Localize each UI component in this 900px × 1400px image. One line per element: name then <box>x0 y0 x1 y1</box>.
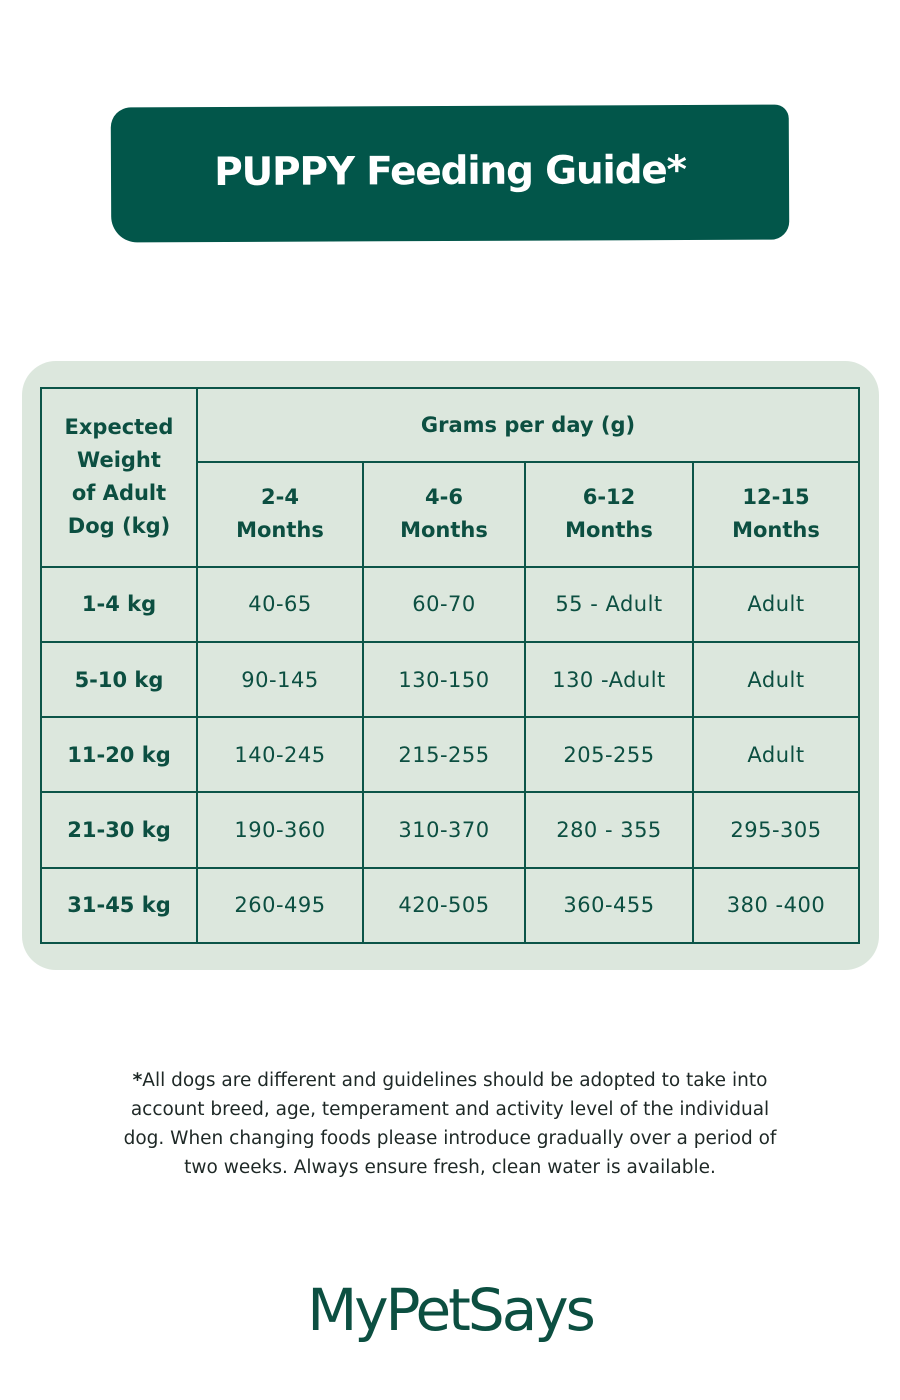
footnote-line: two weeks. Always ensure fresh, clean wa… <box>184 1157 716 1178</box>
grams-cell: 55 - Adult <box>524 565 694 643</box>
weight-header-line: Dog (kg) <box>67 514 171 539</box>
weight-header-line: Weight <box>77 448 161 473</box>
age-column-header: 6-12 Months <box>524 461 694 568</box>
weight-column-header: Expected Weight of Adult Dog (kg) <box>40 387 198 568</box>
grams-cell: 205-255 <box>524 716 694 794</box>
footnote-line: account breed, age, temperament and acti… <box>130 1099 770 1120</box>
grams-cell: 260-495 <box>196 866 364 945</box>
grams-cell: 420-505 <box>362 866 526 945</box>
brand-logo: MyPetSays <box>307 1276 596 1344</box>
grams-cell: 90-145 <box>196 640 364 719</box>
grams-cell: Adult <box>692 565 860 643</box>
table-row: 1-4 kg 40-65 60-70 55 - Adult Adult <box>40 565 860 643</box>
weight-label: 5-10 kg <box>40 640 198 719</box>
page-title: PUPPY Feeding Guide* <box>214 147 686 196</box>
grams-cell: 190-360 <box>196 791 364 869</box>
footnote-star: * <box>132 1070 143 1091</box>
grams-cell: 130 -Adult <box>524 640 694 719</box>
grams-cell: Adult <box>692 716 860 794</box>
age-column-header: 12-15 Months <box>692 461 860 568</box>
grams-cell: 360-455 <box>524 866 694 945</box>
grams-cell: 130-150 <box>362 640 526 719</box>
age-unit: Months <box>565 518 653 543</box>
age-column-header: 4-6 Months <box>362 461 526 568</box>
footnote-line: All dogs are different and guidelines sh… <box>142 1070 768 1091</box>
weight-header-line: Expected <box>64 415 174 440</box>
age-range: 2-4 <box>261 485 299 510</box>
age-range: 6-12 <box>582 485 636 510</box>
table-row: 21-30 kg 190-360 310-370 280 - 355 295-3… <box>40 791 860 869</box>
age-range: 4-6 <box>425 485 463 510</box>
grams-cell: 295-305 <box>692 791 860 869</box>
footnote: *All dogs are different and guidelines s… <box>60 1066 840 1182</box>
age-column-header: 2-4 Months <box>196 461 364 568</box>
grams-cell: 60-70 <box>362 565 526 643</box>
grams-cell: Adult <box>692 640 860 719</box>
weight-label: 31-45 kg <box>40 866 198 945</box>
age-unit: Months <box>732 518 820 543</box>
grams-cell: 380 -400 <box>692 866 860 945</box>
table-row: 5-10 kg 90-145 130-150 130 -Adult Adult <box>40 640 860 719</box>
age-unit: Months <box>236 518 324 543</box>
feeding-table: Expected Weight of Adult Dog (kg) Grams … <box>40 386 860 945</box>
age-unit: Months <box>400 518 488 543</box>
table-row: 31-45 kg 260-495 420-505 360-455 380 -40… <box>40 866 860 945</box>
weight-label: 11-20 kg <box>40 716 198 794</box>
grams-cell: 40-65 <box>196 565 364 643</box>
grams-cell: 280 - 355 <box>524 791 694 869</box>
grams-cell: 140-245 <box>196 716 364 794</box>
title-banner: PUPPY Feeding Guide* <box>110 104 790 243</box>
weight-label: 21-30 kg <box>40 791 198 869</box>
weight-header-line: of Adult <box>71 481 167 506</box>
weight-label: 1-4 kg <box>40 565 198 643</box>
footnote-line: dog. When changing foods please introduc… <box>123 1128 777 1149</box>
table-row: 11-20 kg 140-245 215-255 205-255 Adult <box>40 716 860 794</box>
age-range: 12-15 <box>742 485 810 510</box>
feeding-table-panel: Expected Weight of Adult Dog (kg) Grams … <box>22 361 879 970</box>
grams-cell: 310-370 <box>362 791 526 869</box>
grams-per-day-header: Grams per day (g) <box>196 386 860 464</box>
grams-cell: 215-255 <box>362 716 526 794</box>
